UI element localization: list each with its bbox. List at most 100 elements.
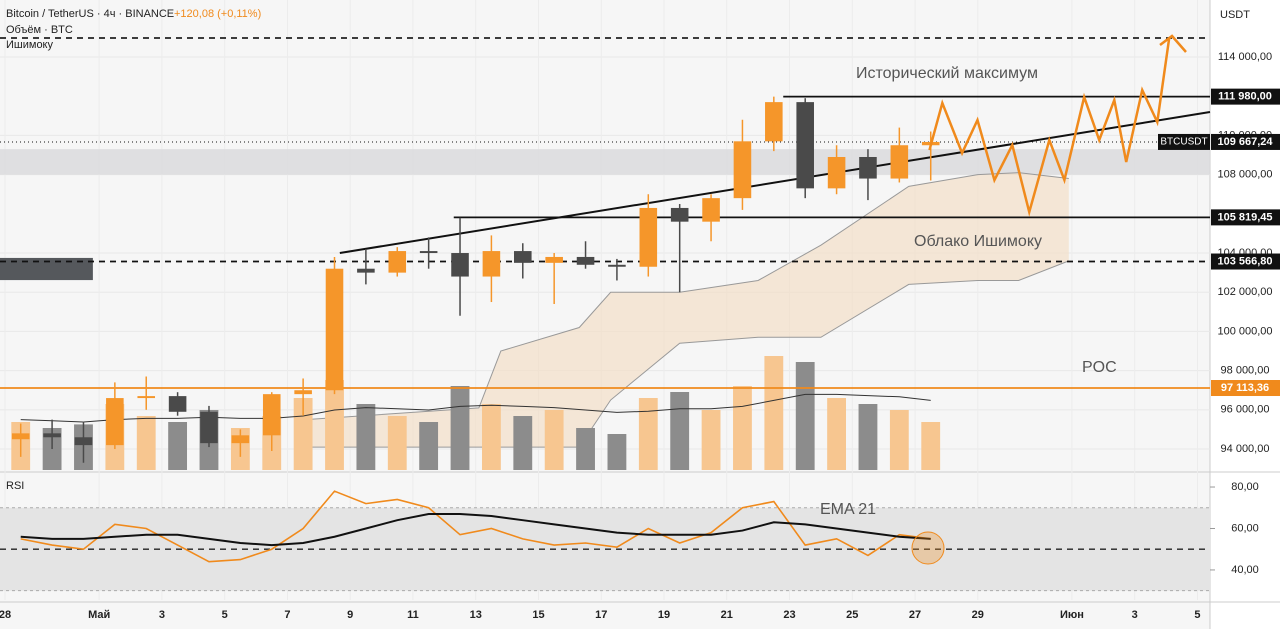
x-tick-label: 15 bbox=[532, 609, 544, 621]
rsi-label: RSI bbox=[6, 480, 24, 492]
candle-body bbox=[419, 251, 438, 254]
price-label: 109 667,24 bbox=[1217, 136, 1273, 148]
x-tick-label: 13 bbox=[470, 609, 482, 621]
x-tick-label: 5 bbox=[222, 609, 228, 621]
volume-bar bbox=[795, 362, 815, 470]
symbol-label: BTCUSDT bbox=[1160, 137, 1207, 148]
volume-bar bbox=[921, 422, 941, 470]
volume-bar bbox=[701, 410, 721, 470]
change: +120,08 (+0,11%) bbox=[174, 8, 261, 20]
candle-body bbox=[74, 437, 93, 446]
cloud bbox=[299, 172, 1069, 448]
volume-bar bbox=[325, 380, 344, 470]
indicator: Ишимоку bbox=[6, 39, 53, 51]
volume-bar bbox=[858, 404, 878, 470]
volume-bar bbox=[576, 428, 595, 470]
volume-ma bbox=[20, 393, 931, 423]
y-tick-label: 104 000,00 bbox=[1217, 247, 1272, 259]
candle-body bbox=[545, 256, 563, 263]
x-tick-label: 17 bbox=[595, 609, 607, 621]
candle-body bbox=[43, 433, 61, 438]
volume-bar bbox=[733, 386, 752, 470]
rsi-line bbox=[20, 490, 931, 563]
price-label: 103 566,80 bbox=[1217, 255, 1272, 267]
volume-bar bbox=[356, 404, 376, 470]
candle-body bbox=[388, 251, 407, 273]
y-tick-label: 100 000,00 bbox=[1217, 325, 1272, 337]
candle-body bbox=[702, 198, 720, 222]
rsi-tick-label: 60,00 bbox=[1231, 522, 1259, 534]
x-tick-label: 7 bbox=[284, 609, 290, 621]
x-tick-label: 28 bbox=[0, 609, 11, 621]
price-label: 97 113,36 bbox=[1221, 382, 1269, 394]
x-tick-label: 3 bbox=[159, 609, 165, 621]
rsi-tick-label: 80,00 bbox=[1231, 481, 1259, 493]
title: Bitcoin / TetherUS · 4ч · BINANCE bbox=[6, 8, 174, 20]
candle-body bbox=[137, 396, 156, 399]
x-tick-label: Май bbox=[88, 609, 110, 621]
price-tag bbox=[1211, 133, 1280, 150]
annotation: Исторический максимум bbox=[856, 65, 1038, 82]
candle-body bbox=[513, 251, 532, 263]
x-tick-label: 23 bbox=[783, 609, 795, 621]
price-label: 111 980,00 bbox=[1218, 91, 1272, 103]
volume-bar bbox=[450, 386, 470, 470]
candle-body bbox=[11, 433, 30, 440]
candle-body bbox=[106, 398, 124, 446]
annotation: EMA 21 bbox=[820, 501, 876, 518]
candle-body bbox=[639, 207, 658, 267]
volume-bar bbox=[889, 410, 909, 470]
x-tick-label: 5 bbox=[1194, 609, 1200, 621]
candle-body bbox=[796, 102, 814, 189]
rsi-ema bbox=[20, 512, 931, 547]
volume-bar bbox=[387, 416, 407, 470]
indicator: Объём · BTC bbox=[6, 24, 73, 36]
candle-body bbox=[576, 256, 595, 265]
candle-body bbox=[733, 141, 752, 199]
arrow-head bbox=[1159, 34, 1187, 53]
volume-bar bbox=[638, 398, 658, 470]
price-label: 105 819,45 bbox=[1217, 211, 1272, 223]
box bbox=[0, 257, 93, 281]
axis-bg bbox=[1210, 0, 1280, 629]
candle-body bbox=[200, 411, 218, 444]
annotation: POC bbox=[1082, 359, 1117, 376]
x-tick-label: 29 bbox=[972, 609, 984, 621]
volume-bar bbox=[544, 410, 564, 470]
volume-bar bbox=[168, 422, 188, 470]
candle-body bbox=[231, 435, 250, 444]
y-tick-label: 102 000,00 bbox=[1217, 286, 1272, 298]
candle-body bbox=[325, 268, 344, 391]
currency: USDT bbox=[1220, 9, 1250, 21]
x-tick-label: 9 bbox=[347, 609, 353, 621]
volume-bar bbox=[607, 434, 627, 470]
price-tag bbox=[1211, 253, 1280, 270]
projection bbox=[928, 37, 1171, 217]
trendline bbox=[339, 111, 1211, 255]
candle-body bbox=[890, 145, 909, 179]
volume-bar bbox=[764, 356, 784, 470]
candle-body bbox=[168, 396, 187, 412]
x-tick-label: 21 bbox=[721, 609, 733, 621]
y-tick-label: 96 000,00 bbox=[1221, 404, 1270, 416]
candle-body bbox=[859, 156, 877, 179]
cloud-upper bbox=[299, 172, 1069, 421]
candle-body bbox=[827, 156, 846, 189]
x-tick-label: 25 bbox=[846, 609, 858, 621]
y-tick-label: 108 000,00 bbox=[1217, 169, 1272, 181]
candle-body bbox=[765, 102, 783, 142]
symbol-tag bbox=[1158, 133, 1210, 150]
volume-bar bbox=[136, 416, 156, 470]
volume-bar bbox=[481, 404, 501, 470]
x-tick-label: 11 bbox=[407, 609, 419, 621]
y-tick-label: 94 000,00 bbox=[1221, 443, 1270, 455]
volume-bar bbox=[513, 416, 533, 470]
y-tick-label: 114 000,00 bbox=[1218, 51, 1272, 63]
rsi-tick-label: 40,00 bbox=[1231, 564, 1259, 576]
zone bbox=[0, 149, 1210, 175]
volume-bar bbox=[419, 422, 439, 470]
x-tick-label: 3 bbox=[1132, 609, 1138, 621]
x-tick-label: Июн bbox=[1060, 609, 1084, 621]
volume-bar bbox=[670, 392, 690, 470]
